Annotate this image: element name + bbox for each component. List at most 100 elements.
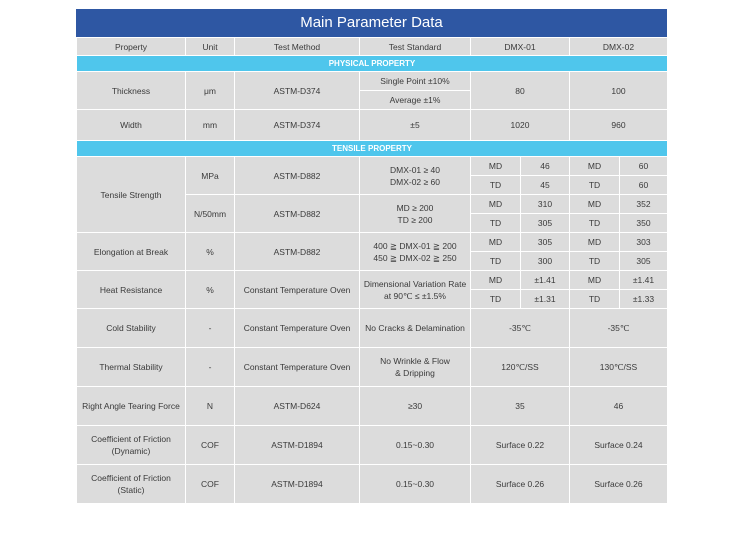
- property-friction-static: Coefficient of Friction (Static): [76, 464, 186, 504]
- unit-heat: %: [185, 270, 235, 309]
- direction-cell: MD: [470, 194, 521, 214]
- standard-tearing: ≥30: [359, 386, 471, 426]
- table-row-elongation-2: TD 300 TD 305: [77, 251, 668, 271]
- section-tensile-label: TENSILE PROPERTY: [76, 140, 668, 157]
- standard-thermal: No Wrinkle & Flow & Dripping: [359, 347, 471, 387]
- property-thermal: Thermal Stability: [76, 347, 186, 387]
- value-cell: 350: [619, 213, 668, 233]
- table-row-tensile-n50-2: TD 305 TD 350: [77, 213, 668, 233]
- header-row: Property Unit Test Method Test Standard …: [76, 37, 668, 56]
- standard-thickness-1: Single Point ±10%: [359, 71, 471, 91]
- method-friction-static: ASTM-D1894: [234, 464, 360, 504]
- direction-cell: TD: [470, 289, 521, 309]
- value-cell: 352: [619, 194, 668, 214]
- direction-cell: TD: [569, 175, 620, 195]
- dmx01-friction-static: Surface 0.26: [470, 464, 570, 504]
- header-test-standard: Test Standard: [359, 37, 471, 56]
- dmx01-cold: -35℃: [470, 308, 570, 348]
- method-tearing: ASTM-D624: [234, 386, 360, 426]
- property-tearing: Right Angle Tearing Force: [76, 386, 186, 426]
- standard-friction-static: 0.15~0.30: [359, 464, 471, 504]
- value-cell: 305: [520, 213, 570, 233]
- property-friction-dynamic: Coefficient of Friction (Dynamic): [76, 425, 186, 465]
- property-tensile-strength: Tensile Strength: [76, 156, 186, 233]
- header-unit: Unit: [185, 37, 235, 56]
- direction-cell: TD: [470, 251, 521, 271]
- value-cell: ±1.31: [520, 289, 570, 309]
- unit-cold: -: [185, 308, 235, 348]
- header-dmx01: DMX-01: [470, 37, 570, 56]
- property-width: Width: [76, 109, 186, 141]
- section-row-tensile: TENSILE PROPERTY: [76, 140, 668, 157]
- dmx02-thermal: 130℃/SS: [569, 347, 668, 387]
- value-cell: 305: [520, 232, 570, 252]
- dmx01-tearing: 35: [470, 386, 570, 426]
- unit-thickness: μm: [185, 71, 235, 110]
- dmx02-thickness: 100: [569, 71, 668, 110]
- value-cell: ±1.41: [520, 270, 570, 290]
- header-property: Property: [76, 37, 186, 56]
- method-thickness: ASTM-D374: [234, 71, 360, 110]
- section-row-physical: PHYSICAL PROPERTY: [76, 55, 668, 72]
- unit-friction-static: COF: [185, 464, 235, 504]
- parameter-table: Property Unit Test Method Test Standard …: [76, 37, 668, 504]
- table-row-friction-static: Coefficient of Friction (Static) COF ASTM…: [76, 464, 668, 504]
- direction-cell: MD: [569, 194, 620, 214]
- table-title: Main Parameter Data: [76, 9, 667, 37]
- unit-tensile-mpa: MPa: [185, 156, 235, 195]
- dmx02-cold: -35℃: [569, 308, 668, 348]
- dmx01-thickness: 80: [470, 71, 570, 110]
- value-cell: ±1.33: [619, 289, 668, 309]
- dmx01-width: 1020: [470, 109, 570, 141]
- table-row-cold: Cold Stability - Constant Temperature Ov…: [76, 308, 668, 348]
- method-heat: Constant Temperature Oven: [234, 270, 360, 309]
- value-cell: 60: [619, 156, 668, 176]
- table-row-thickness-2: Average ±1%: [77, 90, 668, 110]
- value-cell: 46: [520, 156, 570, 176]
- table-row-tearing: Right Angle Tearing Force N ASTM-D624 ≥3…: [76, 386, 668, 426]
- property-thickness: Thickness: [76, 71, 186, 110]
- method-width: ASTM-D374: [234, 109, 360, 141]
- value-cell: 45: [520, 175, 570, 195]
- table-row-heat: Heat Resistance % Constant Temperature O…: [76, 270, 668, 309]
- standard-elongation: 400 ≧ DMX-01 ≧ 200 450 ≧ DMX-02 ≧ 250: [359, 232, 471, 271]
- method-thermal: Constant Temperature Oven: [234, 347, 360, 387]
- header-dmx02: DMX-02: [569, 37, 668, 56]
- direction-cell: TD: [470, 213, 521, 233]
- dmx01-thermal: 120℃/SS: [470, 347, 570, 387]
- parameter-table-container: Main Parameter Data Property Unit Test M…: [76, 9, 668, 504]
- direction-cell: TD: [470, 175, 521, 195]
- dmx02-tearing: 46: [569, 386, 668, 426]
- table-row-width: Width mm ASTM-D374 ±5 1020 960: [76, 109, 668, 141]
- unit-friction-dynamic: COF: [185, 425, 235, 465]
- direction-cell: TD: [569, 289, 620, 309]
- direction-cell: MD: [569, 156, 620, 176]
- standard-heat: Dimensional Variation Rate at 90℃ ≤ ±1.5%: [359, 270, 471, 309]
- standard-friction-dynamic: 0.15~0.30: [359, 425, 471, 465]
- unit-width: mm: [185, 109, 235, 141]
- value-cell: ±1.41: [619, 270, 668, 290]
- direction-cell: MD: [470, 156, 521, 176]
- standard-thickness-2: Average ±1%: [359, 90, 471, 110]
- dmx01-friction-dynamic: Surface 0.22: [470, 425, 570, 465]
- value-cell: 300: [520, 251, 570, 271]
- dmx02-width: 960: [569, 109, 668, 141]
- table-row-tensile-n50: N/50mm ASTM-D882 MD ≥ 200 TD ≥ 200 MD 310…: [77, 194, 668, 233]
- property-elongation: Elongation at Break: [76, 232, 186, 271]
- unit-elongation: %: [185, 232, 235, 271]
- property-cold: Cold Stability: [76, 308, 186, 348]
- table-row-elongation: Elongation at Break % ASTM-D882 400 ≧ DM…: [76, 232, 668, 271]
- standard-tensile-mpa: DMX-01 ≥ 40 DMX-02 ≥ 60: [359, 156, 471, 195]
- dmx02-friction-static: Surface 0.26: [569, 464, 668, 504]
- header-test-method: Test Method: [234, 37, 360, 56]
- direction-cell: TD: [569, 213, 620, 233]
- value-cell: 310: [520, 194, 570, 214]
- section-physical-label: PHYSICAL PROPERTY: [76, 55, 668, 72]
- standard-tensile-n50: MD ≥ 200 TD ≥ 200: [359, 194, 471, 233]
- method-cold: Constant Temperature Oven: [234, 308, 360, 348]
- direction-cell: MD: [569, 270, 620, 290]
- unit-thermal: -: [185, 347, 235, 387]
- standard-width: ±5: [359, 109, 471, 141]
- table-row-tensile-mpa: Tensile Strength MPa ASTM-D882 DMX-01 ≥ …: [76, 156, 668, 233]
- dmx02-friction-dynamic: Surface 0.24: [569, 425, 668, 465]
